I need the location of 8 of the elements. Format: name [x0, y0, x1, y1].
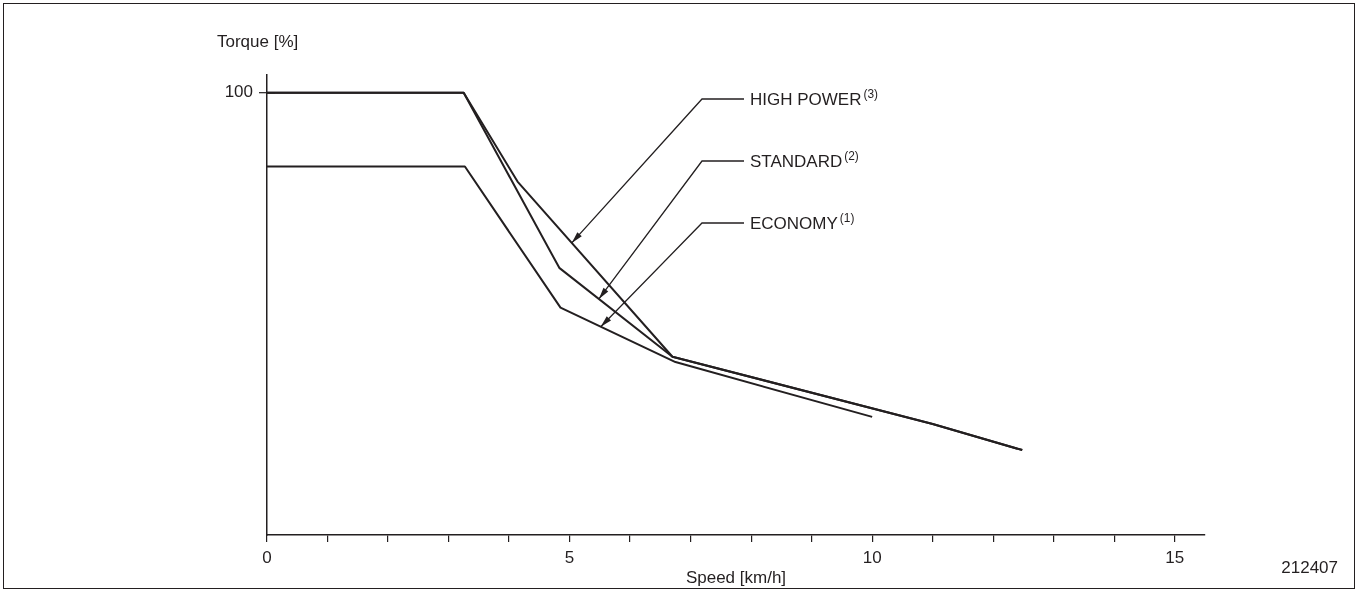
text: 100 [224, 82, 253, 102]
x-tick-label: 15 [1165, 547, 1185, 567]
x-axis-title: Speed [km/h] [685, 568, 787, 588]
x-tick-label: 5 [564, 547, 575, 567]
text: 212407 [1281, 558, 1339, 577]
y-axis-title: Torque [%] [217, 32, 299, 51]
x-tick-label: 0 [262, 547, 272, 567]
x-tick-label: 10 [862, 547, 882, 567]
